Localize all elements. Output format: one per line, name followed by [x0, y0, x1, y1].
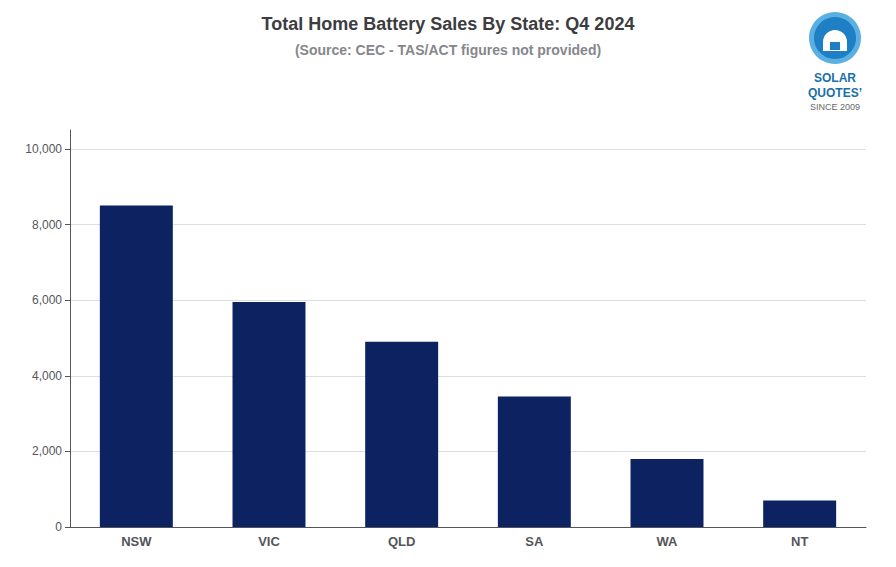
svg-text:8,000: 8,000: [32, 218, 62, 232]
svg-text:QUOTES’: QUOTES’: [808, 86, 862, 100]
svg-text:NT: NT: [791, 534, 808, 549]
svg-text:2,000: 2,000: [32, 444, 62, 458]
svg-text:4,000: 4,000: [32, 369, 62, 383]
svg-text:10,000: 10,000: [25, 142, 62, 156]
svg-text:QLD: QLD: [388, 534, 415, 549]
svg-text:WA: WA: [657, 534, 679, 549]
svg-text:6,000: 6,000: [32, 293, 62, 307]
svg-text:VIC: VIC: [258, 534, 280, 549]
svg-text:SA: SA: [525, 534, 544, 549]
svg-text:NSW: NSW: [121, 534, 152, 549]
svg-text:Total Home Battery Sales By St: Total Home Battery Sales By State: Q4 20…: [262, 14, 635, 34]
svg-text:SINCE 2009: SINCE 2009: [810, 102, 860, 112]
svg-text:SOLAR: SOLAR: [814, 71, 856, 85]
svg-text:0: 0: [55, 520, 62, 534]
svg-text:(Source: CEC - TAS/ACT figures: (Source: CEC - TAS/ACT figures not provi…: [295, 42, 601, 58]
